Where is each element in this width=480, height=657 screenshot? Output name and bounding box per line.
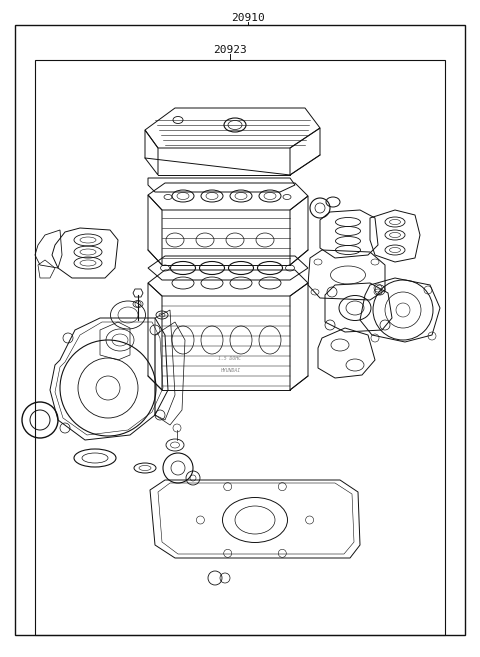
Text: HYUNDAI: HYUNDAI: [220, 367, 240, 373]
Text: 20910: 20910: [231, 13, 265, 23]
Text: 20923: 20923: [213, 45, 247, 55]
Text: 1.5 DOHC: 1.5 DOHC: [218, 355, 241, 361]
Bar: [35, 60, 445, 635]
